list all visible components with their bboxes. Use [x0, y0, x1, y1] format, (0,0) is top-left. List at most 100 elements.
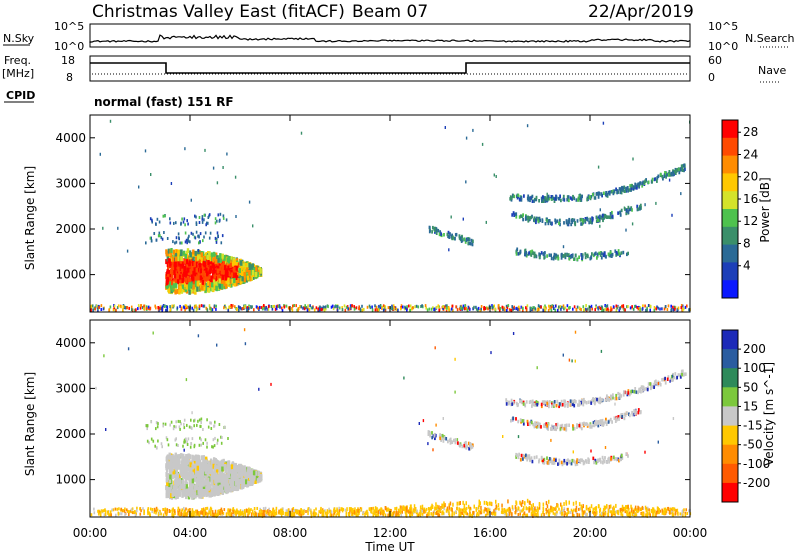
echo-cell — [508, 511, 511, 516]
echo-cell — [421, 509, 423, 513]
echo-cell — [287, 512, 289, 517]
echo-cell — [143, 509, 145, 513]
echo-cell — [650, 508, 653, 513]
echo-cell — [242, 263, 245, 269]
echo-cell — [239, 306, 241, 310]
echo-cell — [197, 234, 199, 238]
echo-cell — [631, 208, 633, 212]
echo-cell — [206, 506, 209, 510]
echo-cell — [165, 249, 168, 255]
colorbar-swatch — [722, 280, 738, 299]
echo-cell — [500, 510, 503, 514]
echo-cell — [462, 508, 464, 513]
echo-cell — [169, 276, 172, 282]
echo-cell — [656, 305, 658, 309]
echo-cell — [522, 307, 524, 310]
echo-cell — [277, 304, 280, 308]
echo-cell — [511, 305, 513, 309]
echo-cell — [447, 230, 450, 235]
echo-cell — [126, 306, 128, 310]
echo-cell — [677, 511, 679, 516]
colorbar-swatch — [722, 244, 738, 263]
echo-cell — [618, 252, 621, 256]
echo-cell — [547, 308, 550, 312]
echo-cell — [657, 306, 659, 310]
echo-cell — [104, 509, 107, 513]
echo-cell — [300, 508, 302, 512]
echo-cell — [524, 501, 526, 506]
echo-cell — [598, 219, 601, 223]
echo-cell — [682, 513, 684, 517]
echo-cell — [558, 197, 561, 201]
echo-cell — [92, 308, 94, 312]
echo-cell — [267, 305, 270, 309]
echo-cell — [184, 270, 187, 276]
echo-cell — [461, 234, 463, 239]
echo-cell — [232, 304, 234, 308]
echo-cell — [476, 513, 478, 517]
echo-cell — [611, 252, 614, 257]
echo-cell — [598, 306, 601, 310]
echo-cell — [234, 509, 236, 514]
echo-cell — [552, 507, 555, 511]
echo-cell — [661, 174, 664, 179]
echo-cell — [167, 248, 171, 254]
echo-cell — [205, 267, 208, 273]
echo-cell — [578, 502, 581, 507]
echo-cell — [510, 198, 513, 202]
echo-cell — [538, 503, 541, 507]
echo-cell — [515, 252, 518, 256]
echo-cell — [115, 513, 117, 517]
echo-cell — [211, 510, 214, 515]
echo-cell — [648, 511, 650, 516]
echo-cell — [469, 513, 472, 518]
echo-cell — [549, 306, 551, 310]
echo-cell — [130, 508, 133, 512]
echo-cell — [609, 254, 612, 258]
echo-cell — [676, 308, 679, 312]
echo-cell — [229, 513, 231, 518]
echo-cell — [293, 512, 296, 517]
echo-cell — [153, 232, 155, 235]
echo-cell — [130, 305, 133, 309]
echo-cell — [483, 509, 485, 514]
echo-cell — [641, 505, 644, 510]
echo-cell — [647, 180, 650, 184]
echo-cell — [348, 512, 351, 517]
echo-cell — [100, 509, 103, 513]
echo-cell — [519, 512, 521, 516]
echo-cell — [672, 507, 674, 511]
echo-cell — [217, 274, 220, 280]
echo-cell — [561, 252, 563, 257]
echo-cell — [238, 513, 240, 518]
echo-cell — [186, 248, 190, 254]
echo-cell — [206, 254, 210, 260]
echo-cell — [653, 308, 656, 312]
echo-cell — [185, 507, 187, 511]
echo-cell — [165, 308, 167, 312]
echo-cell — [504, 512, 506, 516]
echo-cell — [452, 235, 454, 239]
echo-cell — [194, 236, 197, 240]
echo-cell — [448, 503, 450, 508]
echo-cell — [605, 308, 608, 312]
echo-cell — [677, 306, 680, 310]
echo-cell — [627, 513, 629, 518]
echo-cell — [585, 506, 588, 511]
echo-cell — [229, 259, 232, 265]
echo-cell — [545, 511, 548, 515]
echo-cell — [273, 513, 276, 518]
echo-cell — [535, 197, 538, 202]
echo-cell — [525, 506, 527, 511]
echo-cell — [381, 510, 383, 515]
echo-cell — [566, 198, 569, 202]
echo-cell — [591, 510, 594, 514]
echo-cell — [637, 207, 640, 211]
echo-cell — [406, 305, 408, 309]
echo-cell — [222, 216, 225, 220]
echo-cell — [626, 252, 628, 257]
echo-cell — [596, 256, 598, 260]
echo-cell — [230, 304, 232, 307]
echo-cell — [589, 220, 592, 224]
echo-cell — [193, 510, 195, 514]
